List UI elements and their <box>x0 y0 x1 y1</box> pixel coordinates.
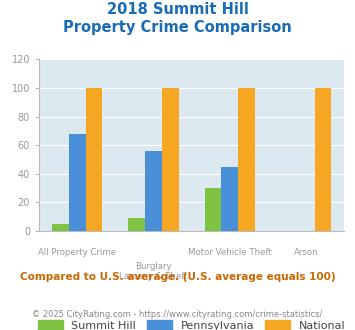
Bar <box>69 134 86 231</box>
Text: Property Crime Comparison: Property Crime Comparison <box>63 20 292 35</box>
Bar <box>315 88 331 231</box>
Legend: Summit Hill, Pennsylvania, National: Summit Hill, Pennsylvania, National <box>34 315 350 330</box>
Bar <box>86 88 102 231</box>
Text: Motor Vehicle Theft: Motor Vehicle Theft <box>188 248 272 257</box>
Bar <box>52 224 69 231</box>
Bar <box>129 218 145 231</box>
Bar <box>205 188 222 231</box>
Text: © 2025 CityRating.com - https://www.cityrating.com/crime-statistics/: © 2025 CityRating.com - https://www.city… <box>32 310 323 319</box>
Bar <box>238 88 255 231</box>
Bar <box>162 88 179 231</box>
Bar <box>145 151 162 231</box>
Text: Burglary
Larceny & Theft: Burglary Larceny & Theft <box>119 262 188 281</box>
Text: All Property Crime: All Property Crime <box>38 248 116 257</box>
Text: Compared to U.S. average. (U.S. average equals 100): Compared to U.S. average. (U.S. average … <box>20 272 335 282</box>
Bar <box>222 167 238 231</box>
Text: 2018 Summit Hill: 2018 Summit Hill <box>106 2 248 16</box>
Text: Arson: Arson <box>294 248 318 257</box>
